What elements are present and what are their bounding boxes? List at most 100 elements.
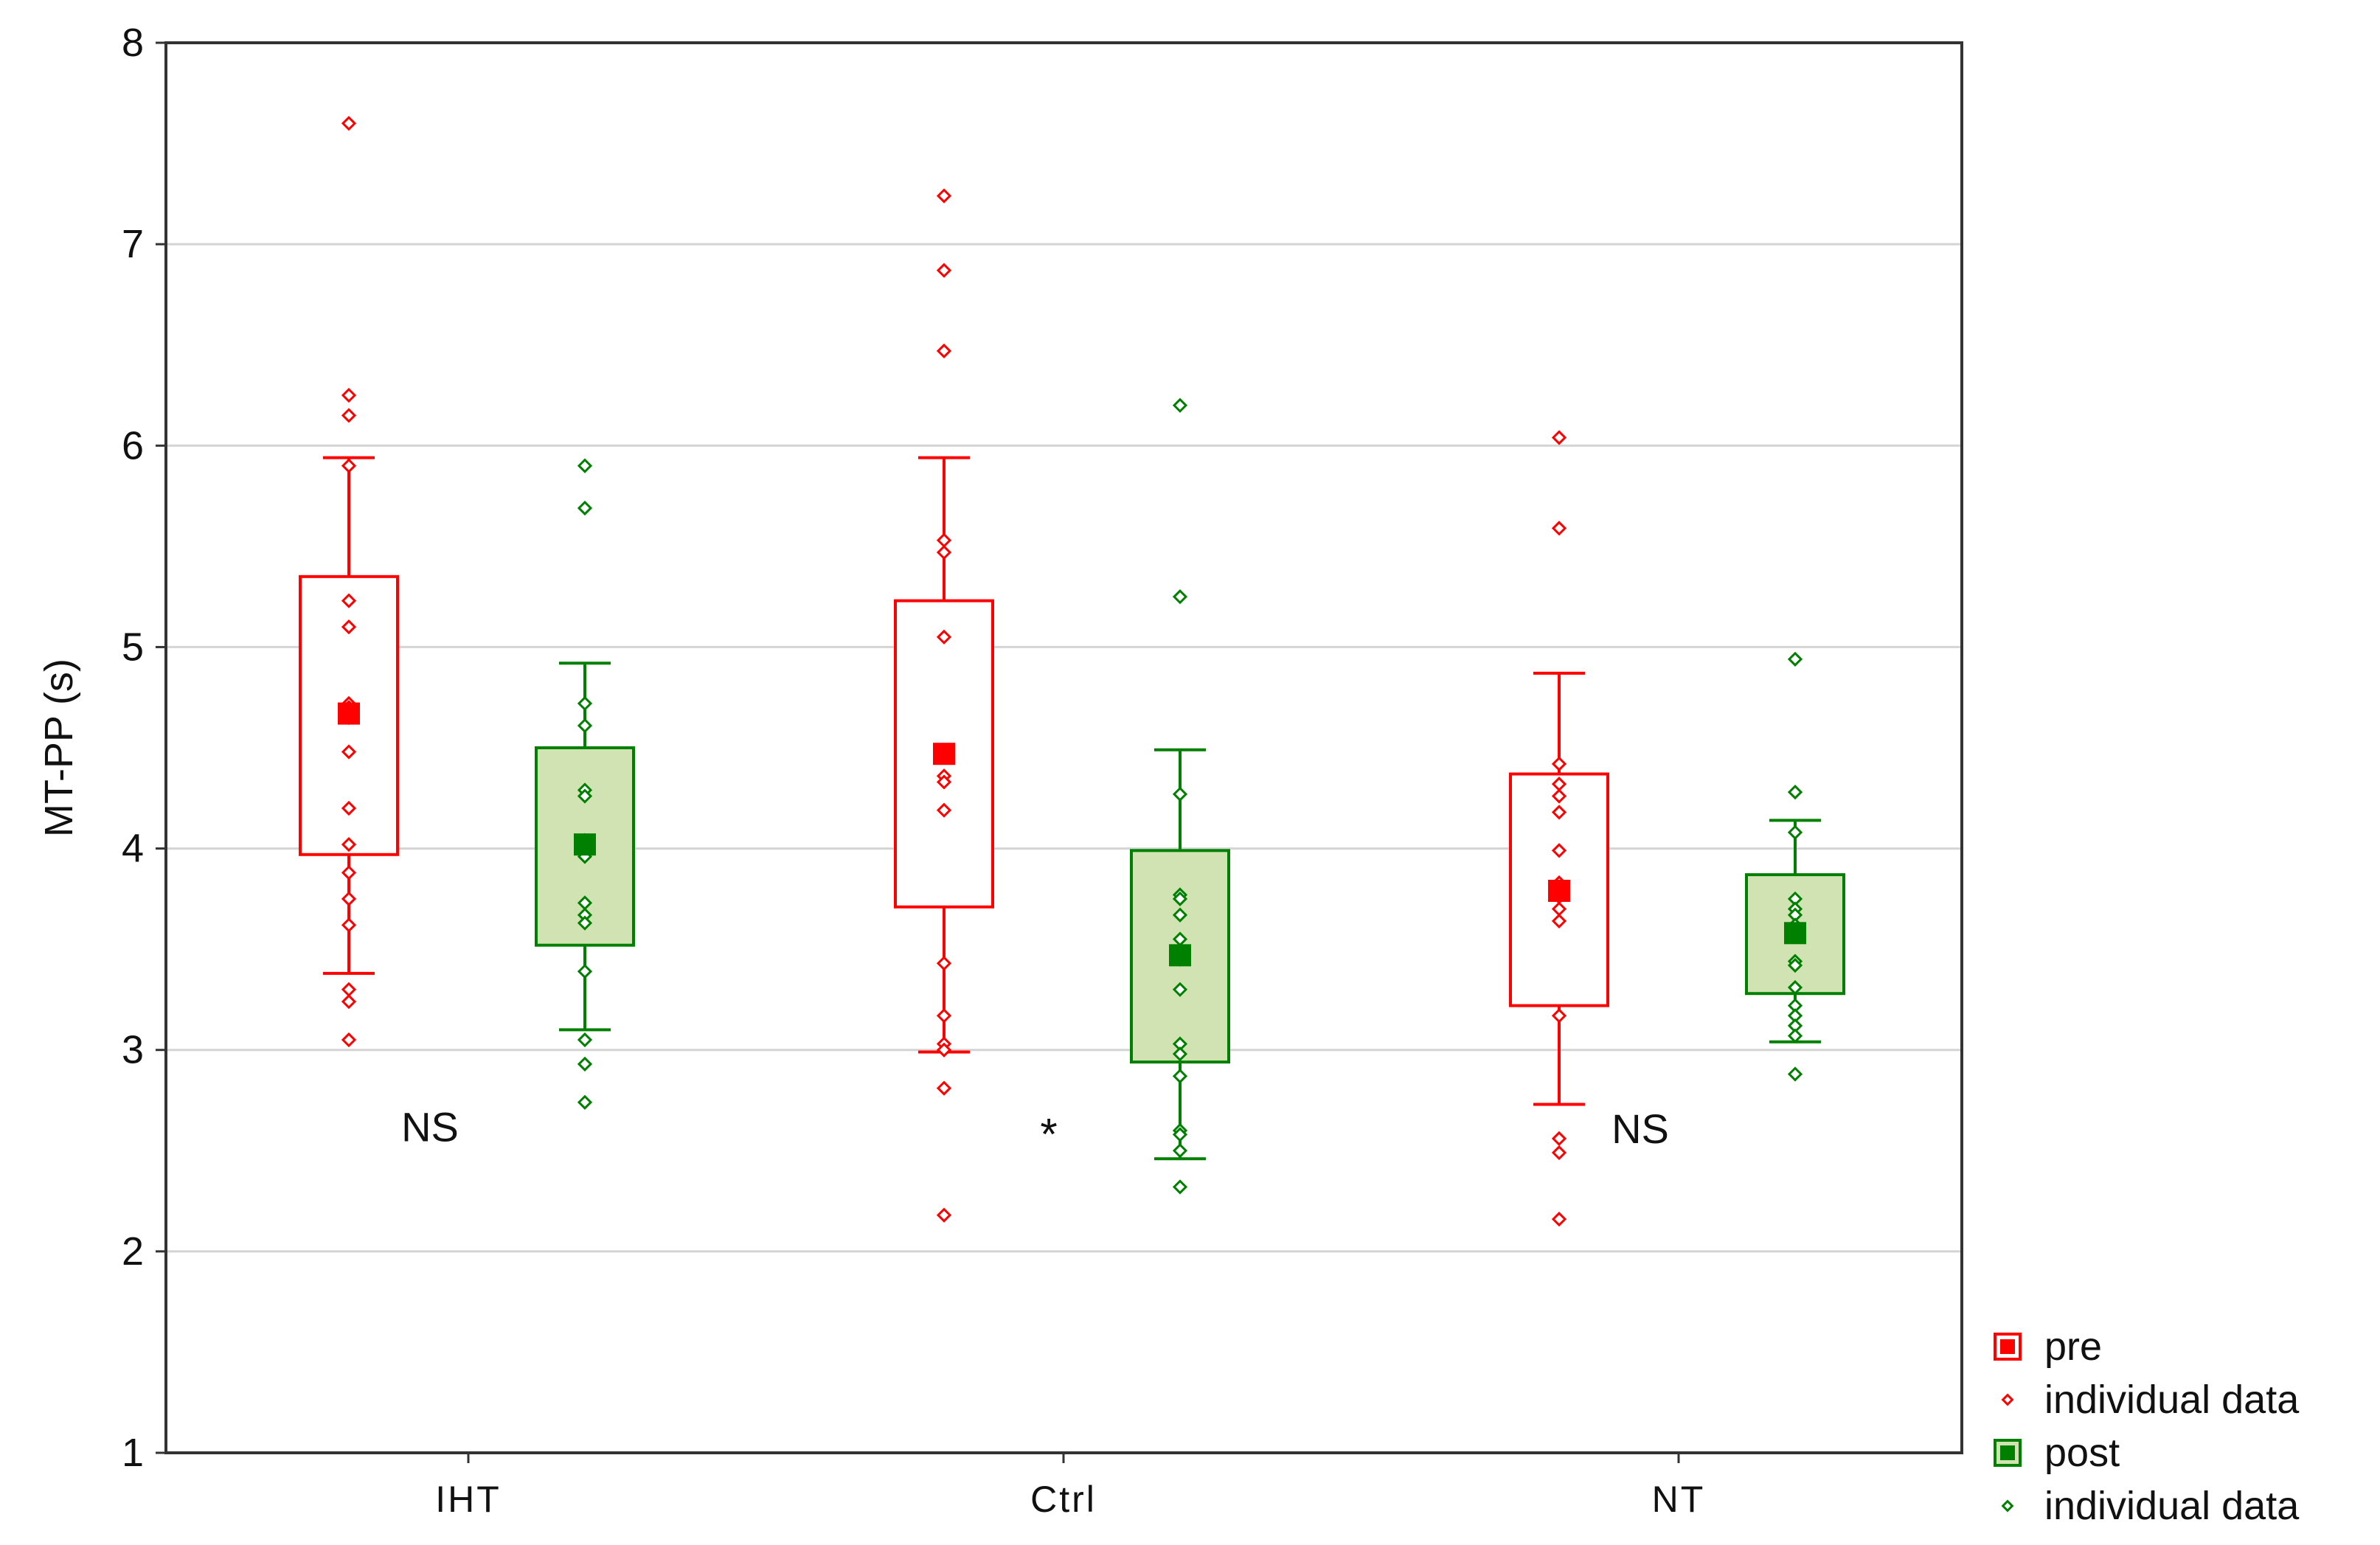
data-point: [936, 532, 952, 548]
data-point: [1787, 979, 1803, 996]
data-point: [1551, 843, 1567, 858]
data-point: [1551, 913, 1567, 929]
data-point: [341, 408, 357, 423]
data-point: [1172, 1143, 1188, 1159]
y-axis-label: MT-PP (s): [37, 659, 81, 837]
data-point: [1172, 1069, 1188, 1084]
data-point: [577, 915, 593, 931]
data-point: [341, 116, 357, 131]
data-point: [341, 593, 357, 608]
y-tick-label: 2: [122, 1229, 144, 1274]
annotation-iht: NS: [401, 1104, 459, 1150]
post-point-icon: [2001, 1499, 2014, 1513]
x-tick-label: Ctrl: [1030, 1479, 1097, 1520]
data-point: [936, 544, 952, 560]
annotation-ctrl: *: [1040, 1109, 1057, 1159]
y-tick-label: 8: [122, 21, 144, 65]
data-point: [936, 188, 952, 204]
data-point: [1172, 907, 1188, 923]
pre-marker-icon: [1994, 1333, 2022, 1361]
gridlines: [166, 243, 1962, 1253]
data-point: [1172, 786, 1188, 802]
data-point: [1551, 1131, 1567, 1147]
data-point: [1551, 1145, 1567, 1161]
data-point: [341, 744, 357, 760]
data-point: [936, 343, 952, 359]
data-point: [1551, 521, 1567, 536]
data-point: [577, 1094, 593, 1110]
annotation-nt: NS: [1611, 1105, 1669, 1152]
data-point: [936, 1207, 952, 1223]
data-point: [1787, 1066, 1803, 1082]
data-point: [936, 263, 952, 278]
mean-marker: [933, 743, 955, 765]
data-point: [577, 788, 593, 804]
mean-marker: [338, 702, 360, 725]
data-point: [577, 458, 593, 473]
data-point: [341, 800, 357, 816]
y-tick-label: 1: [122, 1431, 144, 1475]
data-point: [577, 964, 593, 979]
box-pre-nt: [1509, 430, 1609, 1227]
plot-frame: [164, 41, 1963, 1454]
legend-entry-post-individual: individual data: [1984, 1479, 2375, 1532]
data-point: [1551, 805, 1567, 820]
data-point: [577, 695, 593, 712]
data-point: [1787, 784, 1803, 800]
y-tick-label: 4: [122, 827, 144, 871]
data-point: [936, 629, 952, 645]
data-point: [1172, 1046, 1188, 1062]
y-tick-label: 5: [122, 625, 144, 669]
data-point: [1172, 982, 1188, 997]
data-point: [341, 836, 357, 853]
data-point: [577, 500, 593, 516]
pre-point-icon: [2001, 1393, 2014, 1406]
box-post-ctrl: [1130, 397, 1230, 1195]
data-point: [1551, 756, 1567, 771]
data-point: [1787, 957, 1803, 973]
legend-entry-post: post: [1984, 1426, 2375, 1479]
data-point: [577, 1056, 593, 1072]
data-point: [1551, 430, 1567, 445]
data-point: [341, 619, 357, 635]
data-point: [936, 802, 952, 818]
box-post-nt: [1745, 651, 1845, 1082]
y-tick-label: 7: [122, 222, 144, 266]
data-point: [936, 1042, 952, 1058]
legend-entry-pre-individual: individual data: [1984, 1373, 2375, 1426]
data-point: [1172, 1127, 1188, 1142]
box-post-iht: [535, 458, 635, 1110]
legend-label: individual data: [2044, 1378, 2300, 1422]
plot-area: NS * NS: [299, 116, 1845, 1227]
legend-label: pre: [2044, 1324, 2103, 1369]
data-point: [1551, 1212, 1567, 1227]
data-point: [341, 458, 357, 473]
mean-marker: [574, 833, 596, 856]
y-tick-label: 6: [122, 423, 144, 468]
x-tick-label: NT: [1652, 1479, 1706, 1520]
legend-label: individual data: [2044, 1484, 2300, 1528]
box-pre-ctrl: [894, 188, 994, 1223]
data-point: [1551, 1008, 1567, 1024]
data-point: [577, 1032, 593, 1048]
mean-marker: [1784, 922, 1806, 945]
data-point: [1787, 824, 1803, 840]
data-point: [1787, 651, 1803, 667]
box-pre-iht: [299, 116, 399, 1048]
data-point: [341, 994, 357, 1010]
data-point: [1172, 397, 1188, 413]
data-point: [341, 917, 357, 933]
data-point: [341, 387, 357, 403]
data-point: [936, 1080, 952, 1096]
mean-marker: [1169, 944, 1191, 967]
data-point: [1172, 891, 1188, 906]
data-point: [341, 1032, 357, 1048]
data-point: [341, 891, 357, 906]
data-point: [341, 865, 357, 881]
data-point: [577, 718, 593, 734]
post-marker-icon: [1994, 1439, 2022, 1467]
data-point: [936, 774, 952, 790]
legend-label: post: [2044, 1431, 2120, 1475]
legend-entry-pre: pre: [1984, 1320, 2375, 1373]
